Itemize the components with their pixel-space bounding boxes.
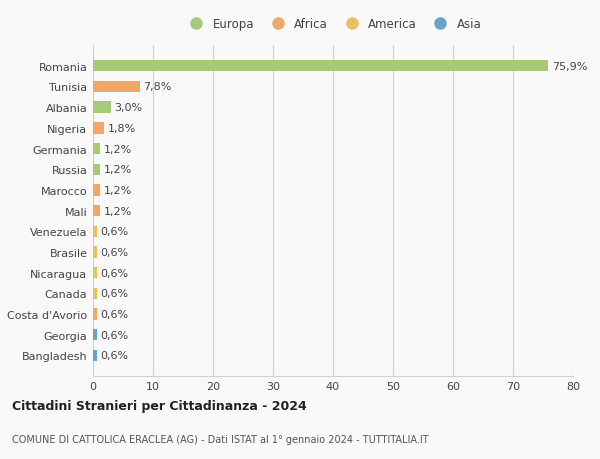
Bar [93, 330, 97, 341]
Bar [93, 144, 100, 155]
Bar [93, 82, 140, 93]
Bar [93, 164, 100, 175]
Bar [93, 309, 97, 320]
Bar [93, 247, 97, 258]
Text: 0,6%: 0,6% [100, 268, 128, 278]
Bar [93, 288, 97, 299]
Bar [93, 123, 104, 134]
Legend: Europa, Africa, America, Asia: Europa, Africa, America, Asia [182, 16, 484, 34]
Text: 0,6%: 0,6% [100, 330, 128, 340]
Text: 0,6%: 0,6% [100, 289, 128, 299]
Text: 0,6%: 0,6% [100, 309, 128, 319]
Bar [93, 268, 97, 279]
Text: 1,2%: 1,2% [104, 144, 132, 154]
Text: 3,0%: 3,0% [115, 103, 143, 113]
Text: Cittadini Stranieri per Cittadinanza - 2024: Cittadini Stranieri per Cittadinanza - 2… [12, 399, 307, 412]
Text: 0,6%: 0,6% [100, 247, 128, 257]
Bar [93, 102, 111, 113]
Text: COMUNE DI CATTOLICA ERACLEA (AG) - Dati ISTAT al 1° gennaio 2024 - TUTTITALIA.IT: COMUNE DI CATTOLICA ERACLEA (AG) - Dati … [12, 434, 428, 444]
Text: 0,6%: 0,6% [100, 227, 128, 237]
Text: 0,6%: 0,6% [100, 351, 128, 361]
Text: 7,8%: 7,8% [143, 82, 172, 92]
Bar [93, 206, 100, 217]
Text: 1,2%: 1,2% [104, 185, 132, 196]
Bar [93, 350, 97, 361]
Bar [93, 61, 548, 72]
Text: 75,9%: 75,9% [552, 62, 587, 72]
Bar [93, 226, 97, 237]
Text: 1,2%: 1,2% [104, 165, 132, 175]
Bar [93, 185, 100, 196]
Text: 1,2%: 1,2% [104, 206, 132, 216]
Text: 1,8%: 1,8% [107, 123, 136, 134]
